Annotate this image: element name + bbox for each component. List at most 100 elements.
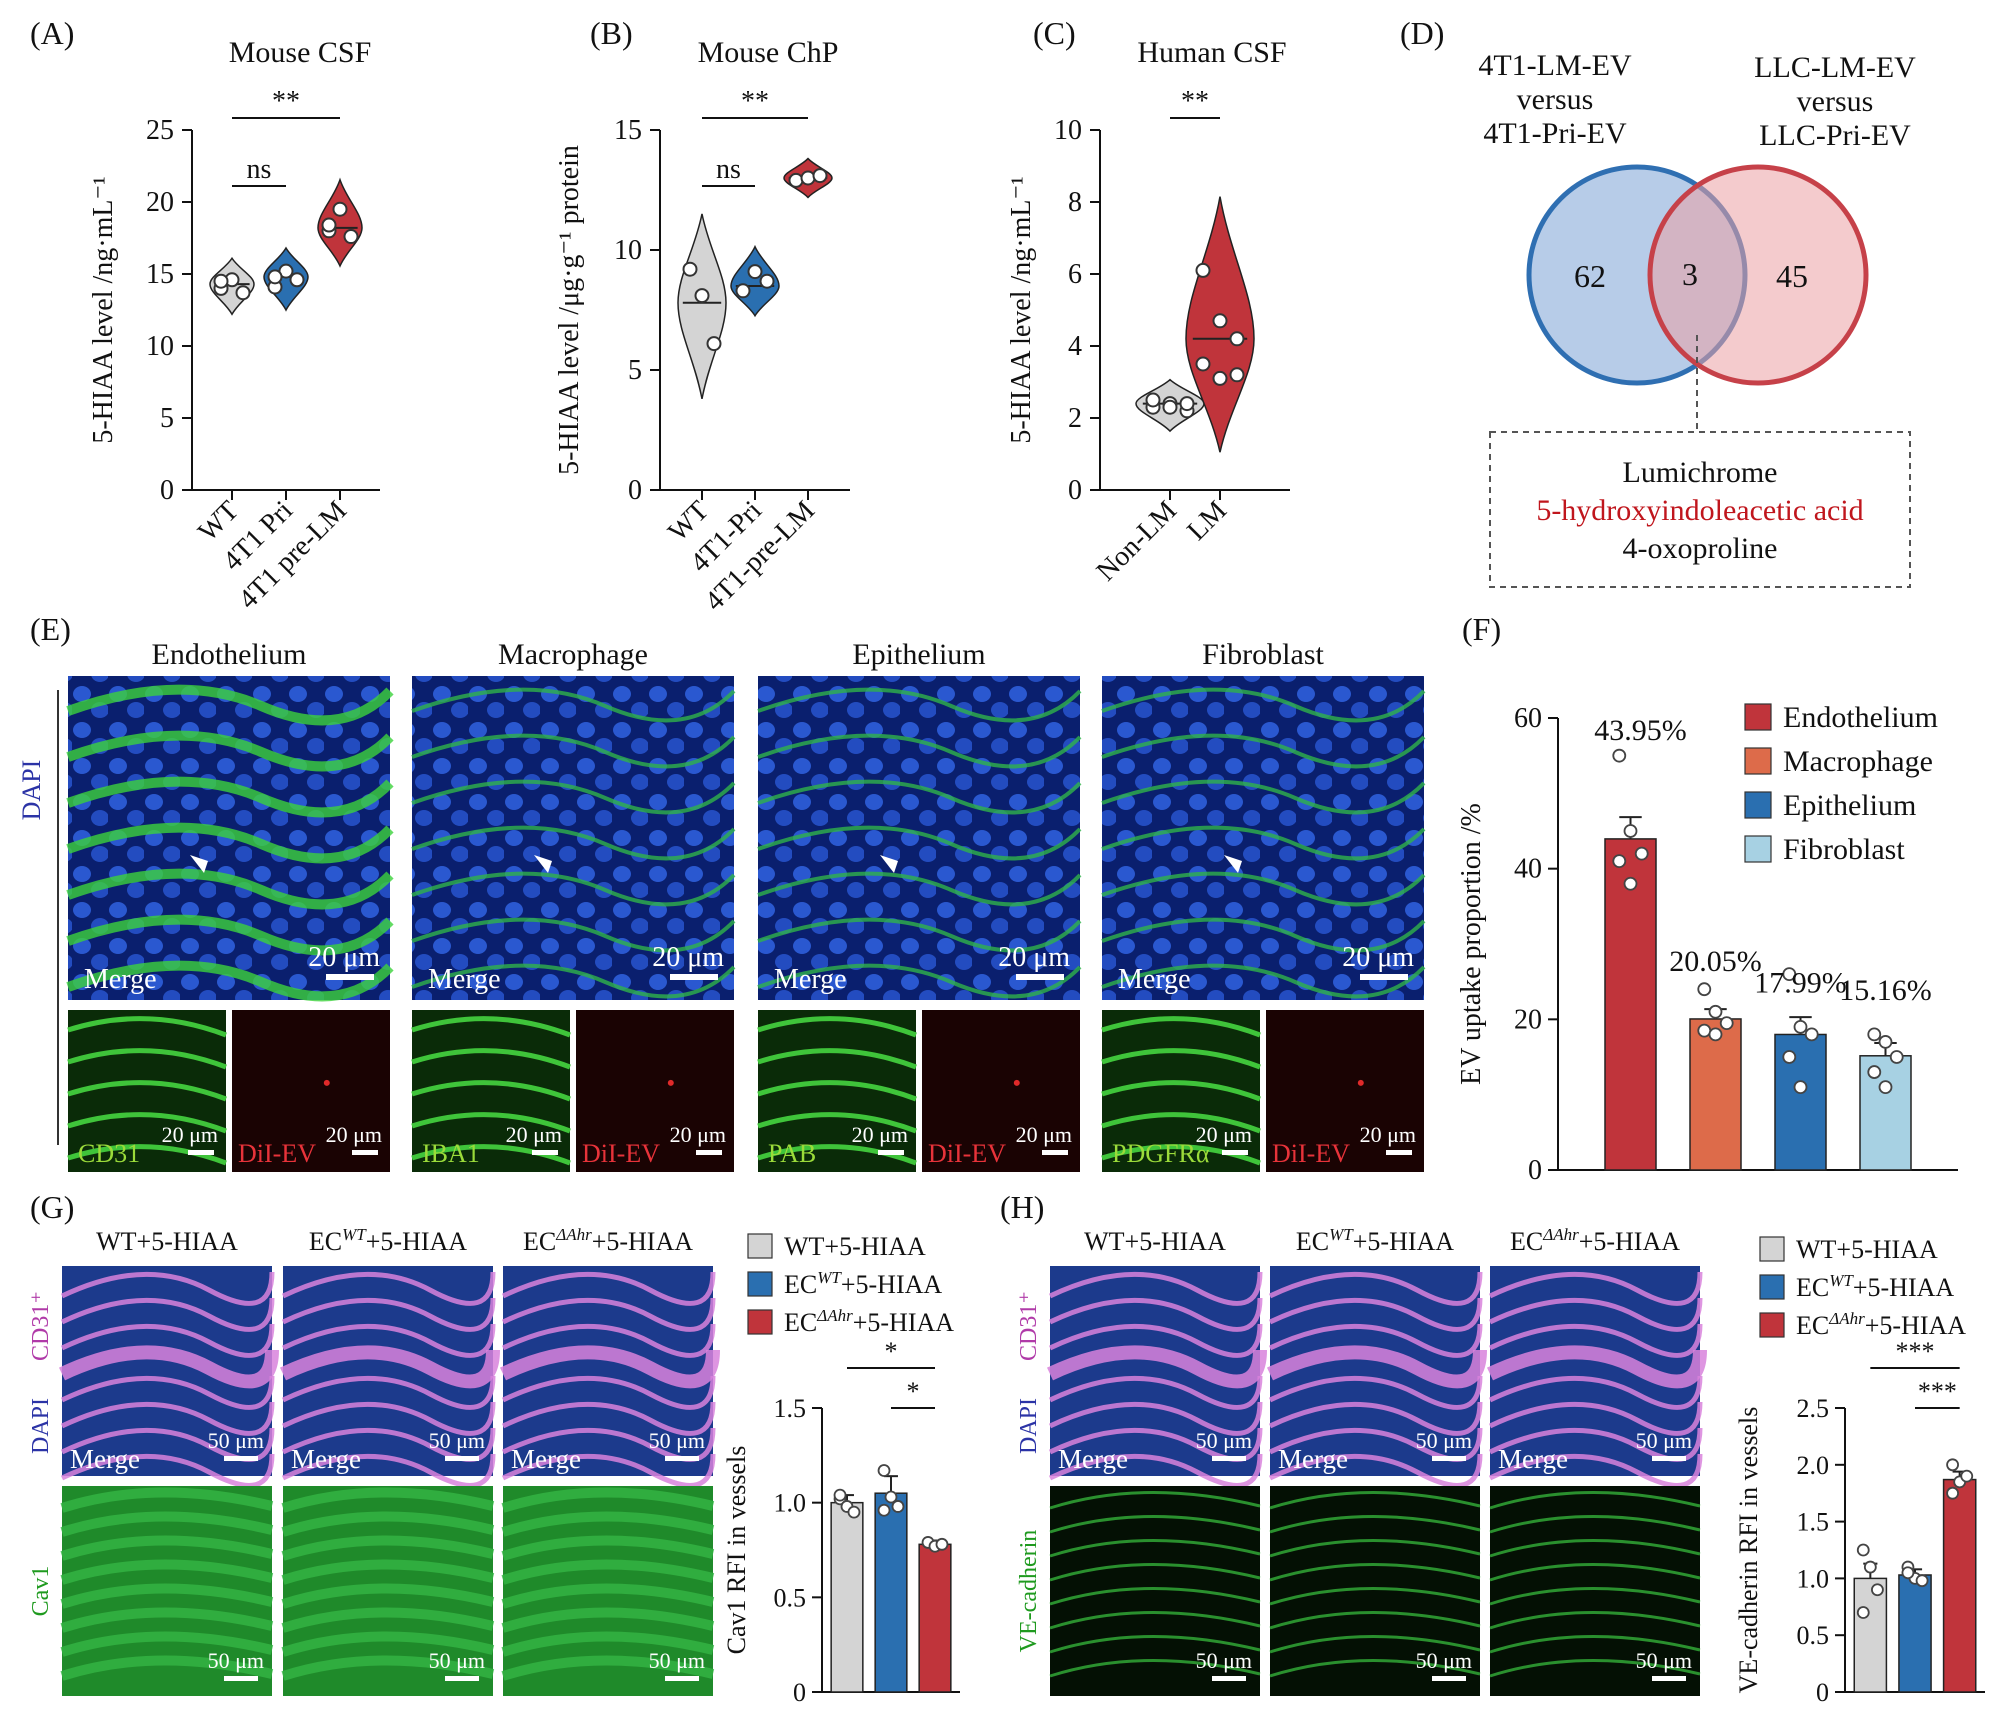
data-point	[1612, 854, 1627, 869]
marker-stain	[757, 1112, 917, 1134]
vessel-stain	[1101, 687, 1426, 723]
stain-pattern	[501, 1511, 715, 1537]
scale-bar	[1016, 974, 1064, 980]
vessel-stain	[757, 733, 1082, 769]
data-point	[1782, 1050, 1797, 1064]
y-tick-label: 1.0	[1797, 1564, 1830, 1593]
data-point	[747, 264, 763, 280]
scale-label: 50 μm	[429, 1428, 485, 1453]
scale-bar	[1386, 1150, 1412, 1155]
vessel-stain	[60, 1323, 275, 1358]
scale-bar	[188, 1150, 214, 1155]
legend-label: WT+5-HIAA	[784, 1232, 926, 1261]
vessel-stain	[501, 1323, 716, 1358]
scale-bar	[1652, 1456, 1686, 1461]
bar	[874, 1492, 908, 1693]
panel-letter: (E)	[30, 611, 71, 647]
bar	[1898, 1574, 1932, 1693]
bar	[1604, 838, 1657, 1171]
legend-label: Macrophage	[1783, 745, 1933, 778]
legend-swatch	[1759, 1312, 1785, 1338]
marker-stain	[1101, 1144, 1261, 1166]
dapi-side-label: DAPI	[17, 760, 46, 821]
stain-pattern	[1269, 1610, 1481, 1630]
data-point	[1697, 1023, 1712, 1038]
bar	[1774, 1033, 1827, 1171]
stain-pattern	[1049, 1586, 1261, 1606]
marker-stain	[67, 1144, 227, 1166]
arrowhead-icon	[534, 855, 552, 873]
venn-left-title: versus	[1517, 83, 1594, 116]
stain-pattern	[281, 1655, 495, 1681]
data-point	[1867, 1065, 1882, 1079]
stain-pattern	[501, 1607, 715, 1633]
scale-bar	[224, 1456, 258, 1461]
scale-bar	[665, 1456, 699, 1461]
merge-label: Merge	[1118, 964, 1191, 995]
scale-bar	[1652, 1676, 1686, 1681]
panel-letter: (B)	[590, 15, 633, 51]
vessel-stain	[411, 871, 736, 907]
merge-label: Merge	[84, 964, 157, 995]
stain-pattern	[1049, 1610, 1261, 1630]
y-axis-label: 5-HIAA level /ng·mL⁻¹	[1006, 176, 1037, 443]
legend-swatch	[1744, 835, 1772, 863]
marker-label: PAB	[768, 1139, 816, 1168]
column-title: Macrophage	[498, 638, 648, 671]
scale-label: 20 μm	[326, 1122, 382, 1147]
data-point	[1634, 846, 1649, 861]
stain-pattern	[281, 1511, 495, 1537]
y-tick-label: 0	[793, 1678, 806, 1707]
scale-label: 50 μm	[1416, 1648, 1472, 1673]
vessel-stain	[1048, 1453, 1263, 1488]
vessel-stain	[60, 1297, 275, 1332]
stain-pattern	[1489, 1586, 1701, 1606]
y-tick-label: 2.0	[1797, 1451, 1830, 1480]
legend-label: Fibroblast	[1783, 833, 1905, 866]
data-point	[289, 272, 305, 288]
vessel-stain	[411, 825, 736, 861]
ev-dot	[323, 1079, 330, 1086]
vessel-stain	[1488, 1323, 1703, 1358]
significance-label: *	[907, 1377, 920, 1406]
marker-stain	[1101, 1080, 1261, 1102]
data-point	[706, 336, 722, 352]
marker-stain	[1101, 1112, 1261, 1134]
marker-stain	[67, 1016, 227, 1038]
data-point	[759, 273, 775, 289]
vessel-stain	[281, 1427, 496, 1462]
stain-pattern	[1049, 1538, 1261, 1558]
stain-pattern	[1269, 1514, 1481, 1534]
y-axis-label: EV uptake proportion /%	[1456, 803, 1487, 1085]
vessel-stain	[1048, 1297, 1263, 1332]
vessel-stain	[1268, 1323, 1483, 1358]
vessel-stain	[281, 1271, 496, 1306]
stain-pattern	[501, 1487, 715, 1513]
violin	[263, 246, 309, 312]
scale-bar	[696, 1150, 722, 1155]
data-point	[1145, 392, 1161, 408]
venn-left-count: 62	[1574, 258, 1606, 294]
dil-ev-label: DiI-EV	[1272, 1139, 1350, 1168]
stain-pattern	[1049, 1514, 1261, 1534]
scale-label: 20 μm	[1016, 1122, 1072, 1147]
significance-label: ns	[716, 154, 741, 185]
data-point	[332, 201, 348, 217]
stain-pattern	[60, 1655, 274, 1681]
stain-pattern	[1269, 1562, 1481, 1582]
y-tick-label: 10	[146, 331, 174, 362]
y-tick-label: 0	[160, 475, 174, 506]
marker-stain	[67, 1080, 227, 1102]
dapi-side-label: DAPI	[28, 1398, 54, 1454]
scale-label: 50 μm	[429, 1648, 485, 1673]
value-label: 17.99%	[1754, 966, 1847, 999]
data-point	[1162, 399, 1178, 415]
column-title: Epithelium	[852, 638, 985, 671]
data-point	[891, 1500, 905, 1513]
y-tick-label: 8	[1068, 187, 1082, 218]
vessel-stain	[66, 776, 394, 818]
bar	[1942, 1478, 1977, 1693]
legend-swatch	[1744, 791, 1772, 819]
data-point	[1915, 1574, 1929, 1588]
venn-left-title: 4T1-Pri-EV	[1483, 117, 1627, 150]
